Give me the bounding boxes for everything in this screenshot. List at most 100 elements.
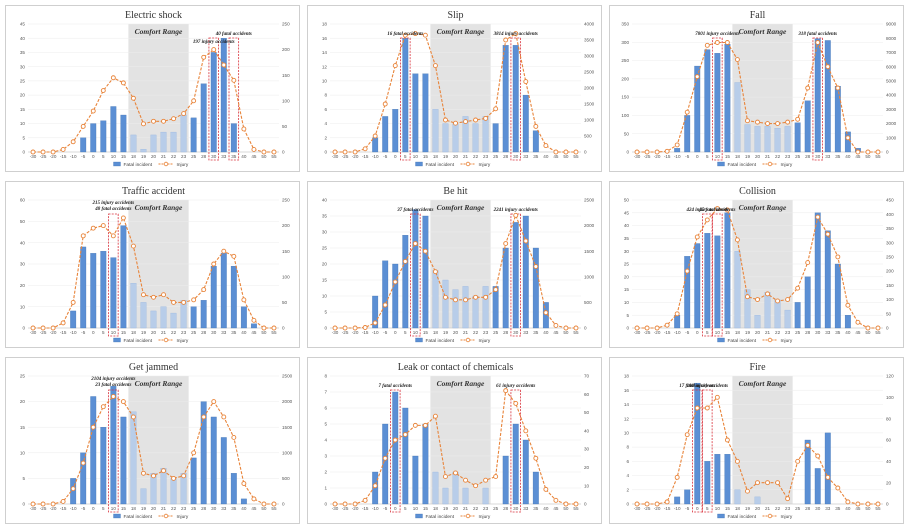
y-right-tick-label: 100 bbox=[886, 297, 894, 302]
bar-fatal--5 bbox=[80, 246, 87, 329]
legend-injury-marker bbox=[465, 337, 471, 343]
injury-point-5 bbox=[100, 404, 106, 410]
bar-fatal-15 bbox=[120, 416, 127, 505]
x-tick-label: 50 bbox=[865, 154, 871, 159]
injury-point--25 bbox=[644, 325, 650, 331]
bar-fatal-28 bbox=[200, 83, 207, 153]
y-right-tick-label: 0 bbox=[282, 150, 285, 155]
injury-point-21 bbox=[765, 480, 770, 486]
x-tick-label: 40 bbox=[845, 506, 851, 511]
x-tick-label: -25 bbox=[644, 154, 651, 159]
y-right-tick-label: 9000 bbox=[886, 22, 897, 27]
x-tick-label: 20 bbox=[453, 154, 459, 159]
x-tick-label: 0 bbox=[394, 330, 397, 335]
x-tick-label: 21 bbox=[161, 506, 167, 511]
injury-point--15 bbox=[362, 497, 368, 503]
x-tick-label: -20 bbox=[50, 330, 57, 335]
x-tick-label: 19 bbox=[141, 154, 147, 159]
x-tick-label: 55 bbox=[875, 506, 881, 511]
injury-point-22 bbox=[473, 117, 479, 123]
y-right-tick-label: 150 bbox=[886, 283, 894, 288]
injury-point-22 bbox=[775, 480, 781, 486]
injury-point--30 bbox=[634, 501, 640, 507]
x-tick-label: 21 bbox=[765, 154, 771, 159]
injury-point--5 bbox=[684, 268, 690, 274]
bar-fatal-40 bbox=[240, 498, 247, 505]
bar-fatal-30 bbox=[814, 212, 821, 329]
x-tick-label: 23 bbox=[785, 506, 791, 511]
annotation-text: 7801 injury accidents bbox=[695, 32, 739, 37]
x-tick-label: 21 bbox=[463, 330, 469, 335]
bar-fatal--5 bbox=[80, 137, 87, 153]
y-right-tick-label: 150 bbox=[282, 73, 290, 78]
injury-point-35 bbox=[533, 264, 539, 270]
x-tick-label: 23 bbox=[483, 330, 489, 335]
highlight-box-5 bbox=[702, 389, 713, 513]
bar-fatal-15 bbox=[120, 225, 127, 329]
x-tick-label: -25 bbox=[342, 154, 349, 159]
y-right-tick-label: 1500 bbox=[584, 102, 595, 107]
y-right-tick-label: 250 bbox=[282, 198, 290, 203]
annotation-text: 23 fatal accidents bbox=[94, 383, 131, 388]
x-tick-label: 19 bbox=[141, 506, 147, 511]
bar-fatal-20 bbox=[754, 315, 761, 329]
annotation-text: 17 fatal accidents bbox=[679, 384, 715, 389]
y-left-tick-label: 50 bbox=[624, 198, 630, 203]
x-tick-label: 50 bbox=[563, 506, 569, 511]
injury-point-10 bbox=[110, 233, 116, 239]
x-tick-label: 33 bbox=[523, 506, 529, 511]
x-tick-label: 20 bbox=[151, 506, 157, 511]
bar-fatal-30 bbox=[814, 468, 821, 505]
x-tick-label: 10 bbox=[715, 506, 721, 511]
injury-point--5 bbox=[684, 109, 690, 115]
x-tick-label: 35 bbox=[231, 506, 237, 511]
y-right-tick-label: 50 bbox=[282, 300, 288, 305]
injury-point-33 bbox=[523, 238, 529, 244]
x-tick-label: 28 bbox=[503, 154, 509, 159]
y-left-tick-label: 30 bbox=[20, 64, 26, 69]
bar-fatal-23 bbox=[784, 126, 791, 153]
bar-fatal-10 bbox=[412, 73, 419, 153]
injury-point-18 bbox=[734, 458, 740, 464]
injury-point-10 bbox=[714, 206, 720, 211]
x-tick-label: 22 bbox=[473, 330, 479, 335]
x-tick-label: 15 bbox=[423, 506, 429, 511]
x-tick-label: 28 bbox=[805, 330, 811, 335]
bar-fatal-18 bbox=[432, 109, 439, 153]
y-left-tick-label: 2 bbox=[626, 487, 629, 492]
y-right-tick-label: 500 bbox=[584, 134, 592, 139]
x-tick-label: -30 bbox=[332, 506, 339, 511]
x-tick-label: 40 bbox=[543, 154, 549, 159]
y-left-tick-label: 2 bbox=[324, 470, 327, 475]
injury-point-10 bbox=[110, 394, 116, 399]
comfort-range-label: Comfort Range bbox=[739, 379, 787, 388]
bar-fatal-40 bbox=[844, 315, 851, 329]
x-tick-label: 21 bbox=[463, 154, 469, 159]
injury-point-22 bbox=[171, 475, 177, 481]
y-right-tick-label: 30 bbox=[584, 447, 590, 452]
bar-fatal-22 bbox=[170, 312, 177, 329]
annotation-text: 16 fatal accidents bbox=[387, 32, 423, 37]
y-left-tick-label: 10 bbox=[624, 430, 630, 435]
injury-point--5 bbox=[684, 432, 690, 438]
annotation-text: 48 fatal accidents bbox=[94, 207, 131, 212]
y-left-tick-label: 0 bbox=[324, 326, 327, 331]
chart-title: Leak or contact of chemicals bbox=[398, 362, 514, 373]
y-right-tick-label: 2500 bbox=[584, 70, 595, 75]
y-left-tick-label: 35 bbox=[20, 50, 26, 55]
x-tick-label: 33 bbox=[825, 506, 831, 511]
y-right-tick-label: 250 bbox=[886, 254, 894, 259]
bar-fatal-18 bbox=[130, 134, 137, 153]
y-right-tick-label: 8000 bbox=[886, 36, 897, 41]
y-right-tick-label: 0 bbox=[886, 150, 889, 155]
y-left-tick-label: 6 bbox=[324, 406, 327, 411]
y-left-tick-label: 200 bbox=[621, 76, 629, 81]
y-right-tick-label: 400 bbox=[886, 212, 894, 217]
x-tick-label: -15 bbox=[664, 330, 671, 335]
injury-point-40 bbox=[543, 486, 549, 492]
x-tick-label: 50 bbox=[865, 506, 871, 511]
injury-point-45 bbox=[251, 317, 257, 323]
y-right-tick-label: 60 bbox=[886, 438, 892, 443]
injury-point-5 bbox=[704, 217, 710, 223]
